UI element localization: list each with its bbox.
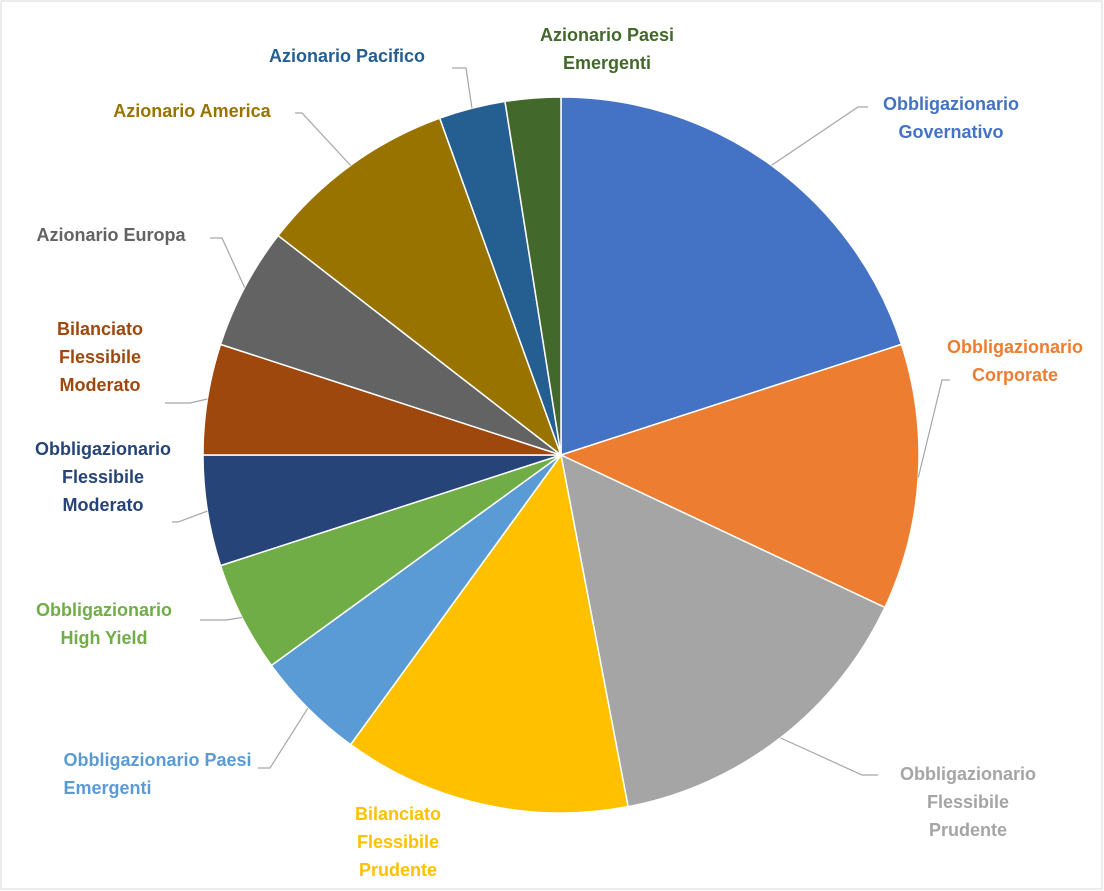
leader-line	[210, 237, 246, 288]
slice-label: Azionario Paesi Emergenti	[539, 25, 675, 73]
leader-line	[172, 510, 208, 523]
leader-line	[917, 379, 950, 478]
leader-line	[780, 737, 878, 776]
leader-line	[200, 616, 243, 621]
pie-slice	[504, 96, 562, 456]
slice-label: Obbligazionario Corporate	[946, 337, 1084, 385]
slice-label: Azionario America	[113, 101, 271, 121]
pie-slice	[349, 453, 629, 814]
slice-label: Obbligazionario High Yield	[35, 600, 172, 648]
leader-line	[295, 112, 352, 166]
pie-slice	[277, 117, 563, 458]
leader-line	[165, 398, 208, 404]
slice-label: Obbligazionario Paesi Emergenti	[63, 750, 252, 798]
leader-line	[258, 707, 309, 769]
pie-slice	[560, 96, 903, 457]
slice-label: Obbligazionario Governativo	[882, 94, 1020, 142]
slice-label: Obbligazionario Flessibile Moderato	[34, 439, 172, 515]
pie-slice	[558, 343, 920, 609]
slice-label: Azionario Europa	[36, 225, 186, 245]
slice-label: Azionario Pacifico	[268, 46, 426, 66]
slice-label: Bilanciato Flessibile Prudente	[354, 804, 442, 880]
slice-label: Bilanciato Flessibile Moderato	[56, 319, 144, 395]
leader-line	[452, 67, 473, 109]
leader-line	[771, 106, 868, 166]
slice-label: Obbligazionario Flessibile Prudente	[899, 764, 1037, 840]
